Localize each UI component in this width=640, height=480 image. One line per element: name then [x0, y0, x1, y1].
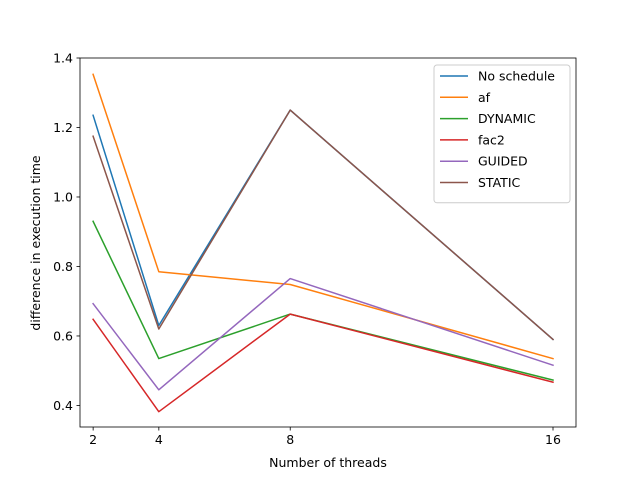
x-axis: 2 4 8 16 [89, 427, 561, 447]
legend-entry: DYNAMIC [478, 111, 536, 126]
legend-entry: af [478, 90, 491, 105]
x-tick-label: 16 [545, 432, 561, 447]
y-tick-label: 1.2 [53, 120, 73, 135]
y-tick-label: 0.4 [53, 398, 73, 413]
y-tick-label: 0.6 [53, 328, 73, 343]
legend-entry: No schedule [478, 69, 555, 84]
plot-area [79, 57, 577, 428]
x-tick-label: 8 [286, 432, 294, 447]
series-line-guided [92, 277, 554, 391]
legend-box [433, 64, 571, 204]
plot-frame [79, 57, 577, 428]
x-axis-label: Number of threads [269, 455, 387, 470]
series-line-dynamic [92, 220, 554, 382]
y-tick-label: 0.8 [53, 259, 73, 274]
legend: No schedule af DYNAMIC fac2 GUIDED STATIC [433, 64, 571, 204]
x-tick-label: 2 [89, 432, 97, 447]
legend-entry: GUIDED [478, 154, 528, 169]
series-line-static [92, 109, 555, 341]
y-axis: 0.4 0.6 0.8 1.0 1.2 1.4 [53, 51, 80, 413]
y-tick-label: 1.4 [53, 51, 73, 66]
series-line-fac2 [92, 313, 554, 413]
x-tick-label: 4 [155, 432, 163, 447]
legend-entry: STATIC [478, 175, 521, 190]
y-axis-label: difference in execution time [28, 155, 43, 331]
legend-entry: fac2 [478, 132, 505, 147]
y-tick-label: 1.0 [53, 189, 73, 204]
